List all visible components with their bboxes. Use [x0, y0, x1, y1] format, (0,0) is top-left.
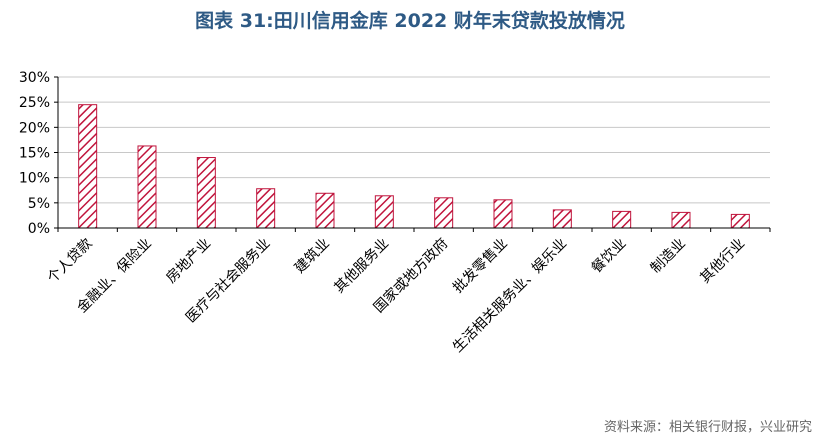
bar: [256, 188, 276, 229]
bar: [196, 157, 216, 229]
bar: [552, 209, 572, 229]
bar: [612, 210, 632, 229]
bar: [137, 145, 157, 229]
grid-lines: [58, 76, 770, 204]
bar: [315, 192, 335, 229]
x-category-label: 其他行业: [697, 236, 748, 287]
bar: [434, 197, 454, 229]
x-category-label: 房地产业: [163, 236, 214, 287]
y-tick-label: 15%: [19, 146, 50, 162]
x-category-label: 餐饮业: [588, 236, 629, 277]
y-tick-label: 5%: [28, 196, 50, 212]
chart-title: 图表 31:田川信用金库 2022 财年末贷款投放情况: [195, 10, 625, 32]
y-tick-label: 20%: [19, 120, 50, 136]
x-category-label: 生活相关服务业、娱乐业: [450, 236, 570, 356]
bar: [78, 104, 98, 229]
bar: [493, 199, 513, 229]
x-category-label: 批发零售业: [450, 236, 511, 297]
x-category-label: 其他服务业: [331, 236, 392, 297]
x-category-label: 制造业: [648, 236, 689, 277]
y-tick-label: 10%: [19, 171, 50, 187]
x-category-label: 个人贷款: [45, 236, 96, 287]
bar: [730, 213, 750, 229]
bar: [374, 195, 394, 229]
bar: [671, 211, 691, 229]
y-tick-label: 30%: [19, 70, 50, 86]
axes: [54, 76, 771, 232]
y-tick-label: 0%: [28, 221, 50, 237]
x-category-label: 建筑业: [292, 236, 333, 277]
bars: [78, 104, 750, 229]
y-tick-label: 25%: [19, 95, 50, 111]
source-note: 资料来源：相关银行财报，兴业研究: [603, 420, 812, 435]
